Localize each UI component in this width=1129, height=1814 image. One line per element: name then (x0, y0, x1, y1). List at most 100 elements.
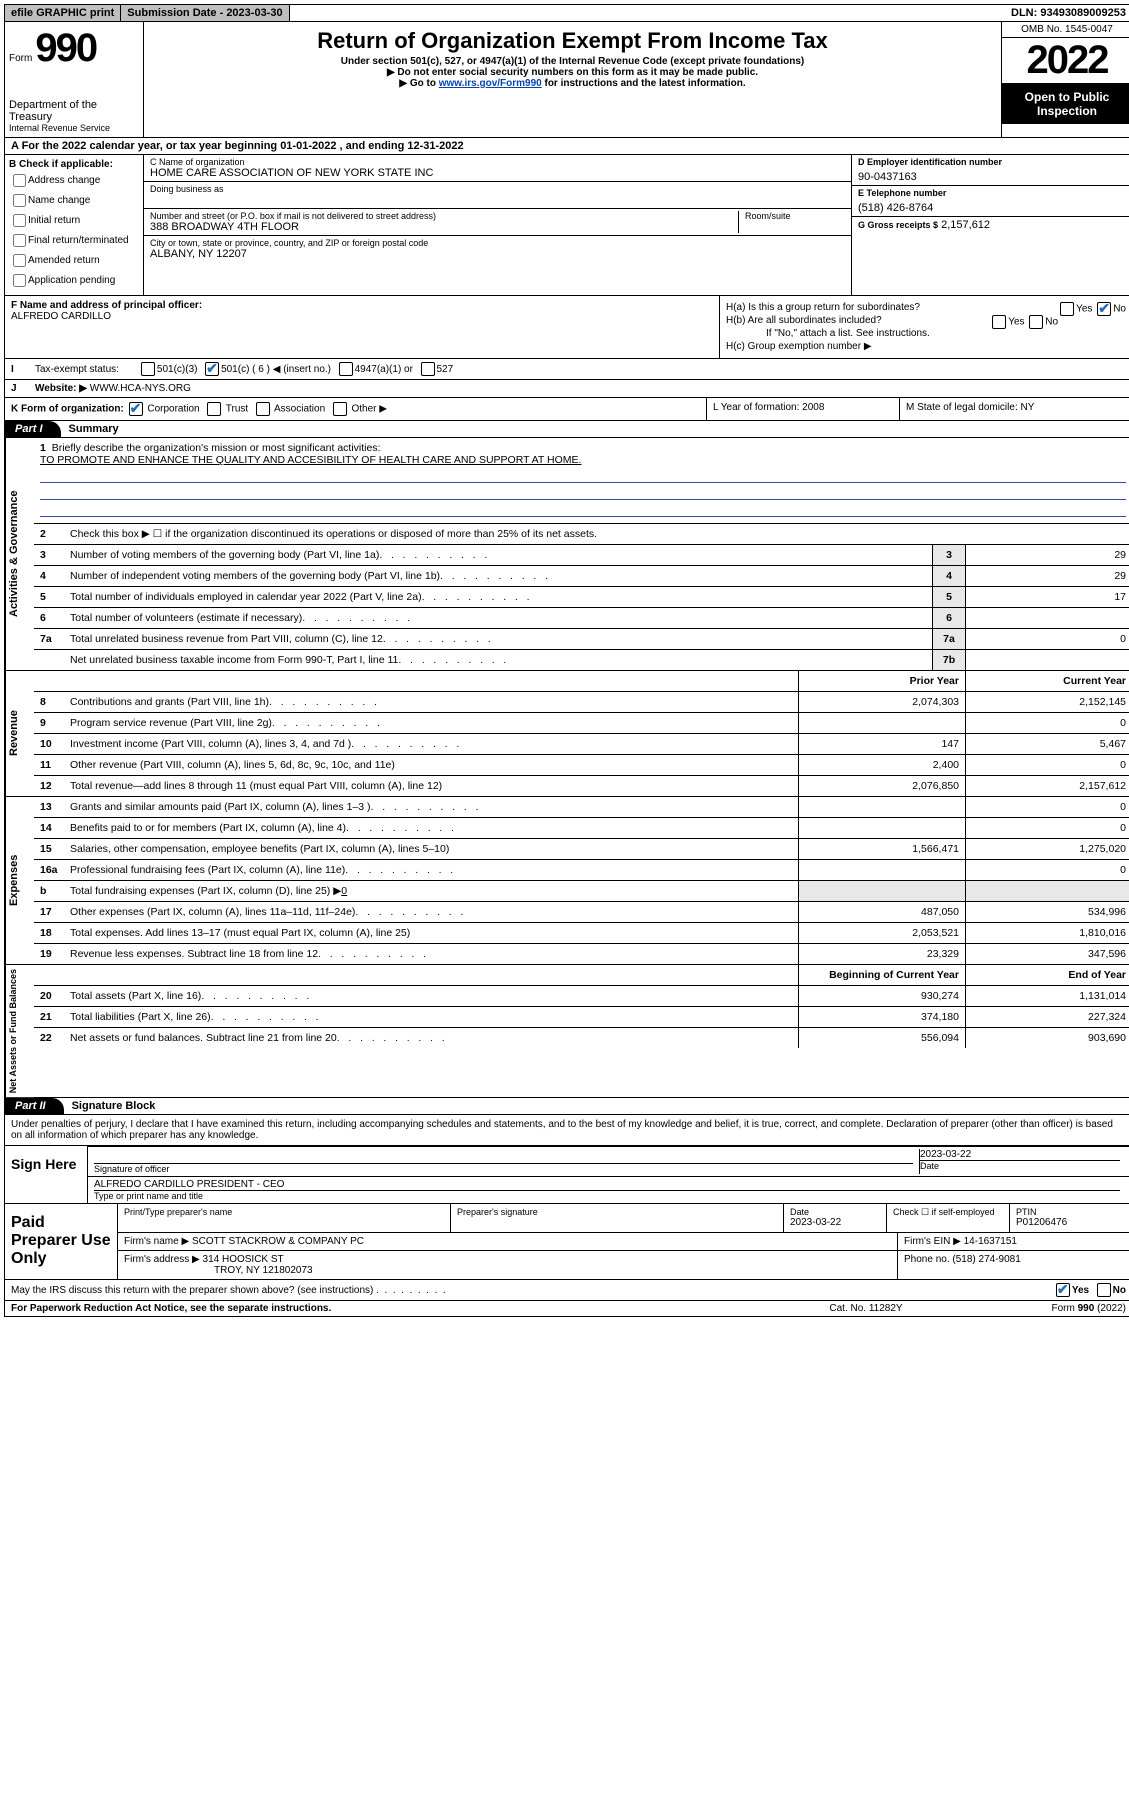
subtitle-2: ▶ Do not enter social security numbers o… (148, 67, 997, 78)
line-7b-val (965, 650, 1129, 670)
chk-501c[interactable] (205, 362, 219, 376)
line-13: Grants and similar amounts paid (Part IX… (66, 799, 798, 815)
chk-527[interactable] (421, 362, 435, 376)
h-a-row: H(a) Is this a group return for subordin… (726, 302, 1126, 313)
street-value: 388 BROADWAY 4TH FLOOR (150, 221, 738, 233)
chk-other[interactable] (333, 402, 347, 416)
line-17: Other expenses (Part IX, column (A), lin… (66, 904, 798, 920)
year-formation: L Year of formation: 2008 (707, 398, 900, 420)
chk-corporation[interactable] (129, 402, 143, 416)
line-16a: Professional fundraising fees (Part IX, … (66, 862, 798, 878)
h-b-note: If "No," attach a list. See instructions… (726, 328, 1126, 339)
chk-application-pending[interactable]: Application pending (9, 271, 139, 290)
irs-label: Internal Revenue Service (9, 123, 139, 133)
paid-preparer-block: Paid Preparer Use Only Print/Type prepar… (5, 1203, 1129, 1279)
website-value: WWW.HCA-NYS.ORG (90, 383, 191, 394)
line-10: Investment income (Part VIII, column (A)… (66, 736, 798, 752)
line-20: Total assets (Part X, line 16) (66, 988, 798, 1004)
chk-4947[interactable] (339, 362, 353, 376)
part-1-tab: Part I (5, 421, 61, 437)
paid-preparer-label: Paid Preparer Use Only (5, 1204, 118, 1279)
org-name: HOME CARE ASSOCIATION OF NEW YORK STATE … (150, 167, 845, 179)
dba-label: Doing business as (150, 184, 845, 194)
row-j-website: J Website: ▶ WWW.HCA-NYS.ORG (4, 380, 1129, 398)
state-domicile: M State of legal domicile: NY (900, 398, 1129, 420)
line-7b: Net unrelated business taxable income fr… (66, 652, 932, 668)
row-klm: K Form of organization: Corporation Trus… (4, 398, 1129, 421)
tax-year: 2022 (1002, 38, 1129, 84)
page-footer: For Paperwork Reduction Act Notice, see … (4, 1301, 1129, 1317)
vtab-revenue: Revenue (5, 671, 34, 796)
chk-final-return[interactable]: Final return/terminated (9, 231, 139, 250)
ha-no-checkbox[interactable] (1097, 302, 1111, 316)
sig-date-value: 2023-03-22 (920, 1149, 1120, 1160)
column-de: D Employer identification number 90-0437… (852, 155, 1129, 295)
ein-label: D Employer identification number (858, 157, 1126, 167)
mission-text: TO PROMOTE AND ENHANCE THE QUALITY AND A… (40, 454, 1126, 466)
discuss-yes-checkbox[interactable] (1056, 1283, 1070, 1297)
end-year-hdr: End of Year (965, 965, 1129, 985)
chk-association[interactable] (256, 402, 270, 416)
prior-year-hdr: Prior Year (798, 671, 965, 691)
gross-label: G Gross receipts $ (858, 220, 938, 230)
line-15: Salaries, other compensation, employee b… (66, 841, 798, 857)
sig-officer-name: ALFREDO CARDILLO PRESIDENT - CEO (94, 1179, 1120, 1190)
h-c-row: H(c) Group exemption number ▶ (726, 341, 1126, 352)
line-11: Other revenue (Part VIII, column (A), li… (66, 757, 798, 773)
row-a-tax-year: A For the 2022 calendar year, or tax yea… (4, 138, 1129, 155)
line-5: Total number of individuals employed in … (66, 589, 932, 605)
chk-name-change[interactable]: Name change (9, 191, 139, 210)
form-title: Return of Organization Exempt From Incom… (148, 28, 997, 54)
line-6: Total number of volunteers (estimate if … (66, 610, 932, 626)
part-1-title: Summary (61, 421, 127, 437)
signature-block: Under penalties of perjury, I declare th… (4, 1115, 1129, 1301)
dept-treasury: Department of the Treasury (9, 99, 139, 123)
chk-amended-return[interactable]: Amended return (9, 251, 139, 270)
current-year-hdr: Current Year (965, 671, 1129, 691)
vtab-net-assets: Net Assets or Fund Balances (5, 965, 34, 1097)
begin-year-hdr: Beginning of Current Year (798, 965, 965, 985)
sig-officer-label: Signature of officer (94, 1163, 913, 1174)
line-7a-val: 0 (965, 629, 1129, 649)
chk-501c3[interactable] (141, 362, 155, 376)
officer-label: F Name and address of principal officer: (11, 300, 713, 311)
irs-link[interactable]: www.irs.gov/Form990 (439, 78, 542, 89)
part-2-title: Signature Block (64, 1098, 164, 1114)
line-18: Total expenses. Add lines 13–17 (must eq… (66, 925, 798, 941)
discuss-no-checkbox[interactable] (1097, 1283, 1111, 1297)
vtab-expenses: Expenses (5, 797, 34, 964)
hb-no-checkbox[interactable] (1029, 315, 1043, 329)
line-3-val: 29 (965, 545, 1129, 565)
h-b-row: H(b) Are all subordinates included? Yes … (726, 315, 1126, 326)
omb-number: OMB No. 1545-0047 (1002, 22, 1129, 38)
sign-here-label: Sign Here (5, 1146, 88, 1203)
section-bcd: B Check if applicable: Address change Na… (4, 155, 1129, 296)
ha-yes-checkbox[interactable] (1060, 302, 1074, 316)
firm-addr2: TROY, NY 121802073 (124, 1265, 891, 1276)
line-5-val: 17 (965, 587, 1129, 607)
form-header: Form 990 Department of the Treasury Inte… (4, 22, 1129, 138)
submission-date-button[interactable]: Submission Date - 2023-03-30 (121, 5, 289, 21)
line-3: Number of voting members of the governin… (66, 547, 932, 563)
efile-print-button[interactable]: efile GRAPHIC print (5, 5, 121, 21)
subtitle-3: ▶ Go to www.irs.gov/Form990 for instruct… (148, 78, 997, 89)
firm-addr1: 314 HOOSICK ST (203, 1254, 284, 1265)
hb-yes-checkbox[interactable] (992, 315, 1006, 329)
chk-initial-return[interactable]: Initial return (9, 211, 139, 230)
expenses-section: Expenses 13Grants and similar amounts pa… (4, 797, 1129, 965)
phone-label: E Telephone number (858, 188, 1126, 198)
chk-address-change[interactable]: Address change (9, 171, 139, 190)
cat-no: Cat. No. 11282Y (766, 1303, 966, 1314)
line-7a: Total unrelated business revenue from Pa… (66, 631, 932, 647)
part-1-header: Part I Summary (4, 421, 1129, 438)
section-fh: F Name and address of principal officer:… (4, 296, 1129, 359)
spacer (290, 11, 1005, 15)
net-assets-section: Net Assets or Fund Balances Beginning of… (4, 965, 1129, 1098)
line-9: Program service revenue (Part VIII, line… (66, 715, 798, 731)
chk-trust[interactable] (207, 402, 221, 416)
city-label: City or town, state or province, country… (150, 238, 845, 248)
line-6-val (965, 608, 1129, 628)
vtab-governance: Activities & Governance (5, 438, 34, 670)
org-name-label: C Name of organization (150, 157, 845, 167)
firm-name: SCOTT STACKROW & COMPANY PC (192, 1236, 364, 1247)
